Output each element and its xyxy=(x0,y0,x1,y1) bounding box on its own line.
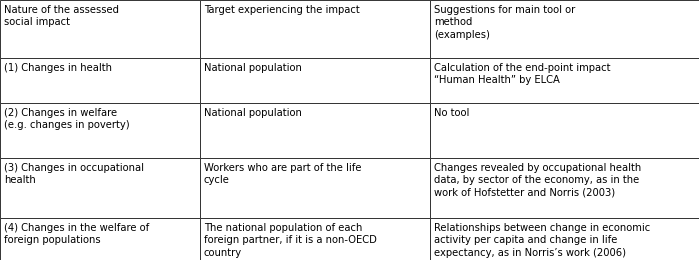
Text: (2) Changes in welfare
(e.g. changes in poverty): (2) Changes in welfare (e.g. changes in … xyxy=(4,108,129,131)
Bar xyxy=(430,58,699,103)
Text: National population: National population xyxy=(204,63,302,73)
Bar xyxy=(430,218,699,260)
Bar xyxy=(0,218,200,260)
Text: Changes revealed by occupational health
data, by sector of the economy, as in th: Changes revealed by occupational health … xyxy=(434,163,641,198)
Bar xyxy=(200,58,430,103)
Text: Workers who are part of the life
cycle: Workers who are part of the life cycle xyxy=(204,163,361,185)
Text: Nature of the assessed
social impact: Nature of the assessed social impact xyxy=(4,5,119,27)
Bar xyxy=(0,58,200,103)
Bar xyxy=(430,158,699,218)
Bar xyxy=(430,103,699,158)
Bar xyxy=(0,158,200,218)
Text: Target experiencing the impact: Target experiencing the impact xyxy=(204,5,360,15)
Text: Suggestions for main tool or
method
(examples): Suggestions for main tool or method (exa… xyxy=(434,5,575,40)
Bar xyxy=(200,158,430,218)
Bar xyxy=(0,0,200,58)
Bar xyxy=(430,0,699,58)
Text: (1) Changes in health: (1) Changes in health xyxy=(4,63,112,73)
Text: No tool: No tool xyxy=(434,108,469,118)
Bar xyxy=(200,0,430,58)
Bar xyxy=(0,103,200,158)
Text: (4) Changes in the welfare of
foreign populations: (4) Changes in the welfare of foreign po… xyxy=(4,223,150,245)
Text: National population: National population xyxy=(204,108,302,118)
Bar xyxy=(200,218,430,260)
Text: Calculation of the end-point impact
“Human Health” by ELCA: Calculation of the end-point impact “Hum… xyxy=(434,63,610,85)
Text: The national population of each
foreign partner, if it is a non-OECD
country: The national population of each foreign … xyxy=(204,223,377,258)
Text: (3) Changes in occupational
health: (3) Changes in occupational health xyxy=(4,163,144,185)
Text: Relationships between change in economic
activity per capita and change in life
: Relationships between change in economic… xyxy=(434,223,650,258)
Bar xyxy=(200,103,430,158)
